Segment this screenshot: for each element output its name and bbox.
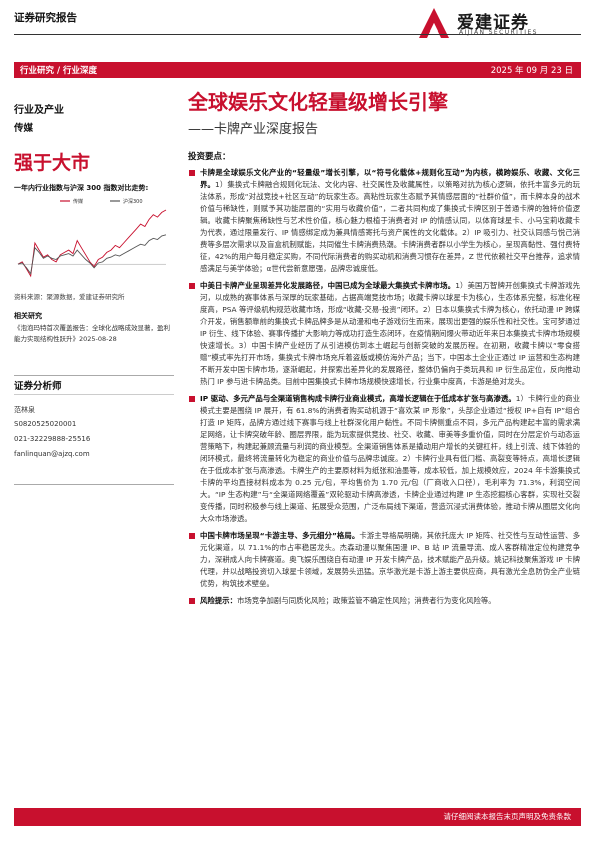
bullet-square-icon <box>189 598 195 604</box>
point-text: 卡游主导格局明确，其依托庞大 IP 矩阵、社交性与互动性运营、多元化渠道，以 7… <box>200 531 581 588</box>
industry-label: 行业及产业 <box>14 105 64 116</box>
logo-name-cn: 爱建证券 <box>457 13 529 33</box>
bullet-square-icon <box>189 396 195 402</box>
bullet-square-icon <box>189 533 195 539</box>
point-text: 1）美国万智牌开创集换式卡牌游戏先河，以成熟的赛事体系与深厚的玩家基础，占据高端… <box>200 281 580 386</box>
analyst-cert: S0820525020001 <box>14 420 77 428</box>
analyst-divider <box>14 394 174 395</box>
point-lead: 中国卡牌市场呈现“卡游主导、多元细分”格局。 <box>200 531 360 540</box>
analyst-phone: 021-32229888-25516 <box>14 435 91 443</box>
point-lead: 风险提示： <box>200 596 237 605</box>
report-date: 2025 年 09 月 23 日 <box>490 66 573 76</box>
disclaimer-notice[interactable]: 请仔细阅读本报告末页声明及免责条款 <box>443 812 572 821</box>
point-text: 1）集换式卡牌融合规则化玩法、文化内容、社交属性及收藏属性，以策略对抗为核心逻辑… <box>200 180 580 273</box>
point-lead: 卡牌是全球娱乐文化产业的“轻量级”增长引擎，以“符号化载体+规则化互动”为内核，… <box>200 168 580 189</box>
report-main-title: 全球娱乐文化轻量级增长引擎 <box>188 90 448 114</box>
point-item: 风险提示：市场竞争加剧与同质化风险；政策监管不确定性风险；消费者行为变化风险等。 <box>188 595 580 607</box>
point-item: 中国卡牌市场呈现“卡游主导、多元细分”格局。卡游主导格局明确，其依托庞大 IP … <box>188 530 580 590</box>
logo-name-en: AIJIAN SECURITIES <box>459 29 538 36</box>
chart-title: 一年内行业指数与沪深 300 指数对比走势: <box>14 184 149 192</box>
analyst-title: 证券分析师 <box>14 381 62 392</box>
industry-name: 传媒 <box>14 123 34 134</box>
points-title: 投资要点： <box>188 152 231 162</box>
analyst-email[interactable]: fanlinquan@ajzq.com <box>14 450 90 458</box>
point-text: 1）卡牌行业的商业模式主要是围绕 IP 展开，有 61.8%的消费者购买动机源于… <box>200 394 580 523</box>
analyst-box <box>14 375 174 485</box>
report-subtitle: ——卡牌产业深度报告 <box>188 122 319 137</box>
chart-source: 资料来源：聚源数据，爱建证券研究所 <box>14 293 125 301</box>
point-item: 卡牌是全球娱乐文化产业的“轻量级”增长引擎，以“符号化载体+规则化互动”为内核，… <box>188 167 580 275</box>
bullet-square-icon <box>189 283 195 289</box>
header-divider <box>14 34 581 35</box>
breadcrumb: 行业研究 / 行业深度 <box>20 66 98 76</box>
series-line-0 <box>17 209 167 278</box>
index-chart-svg: 传媒 沪深300 <box>17 198 167 278</box>
aijian-logo-icon <box>419 8 449 38</box>
bullet-square-icon <box>189 170 195 176</box>
investment-points: 投资要点： 卡牌是全球娱乐文化产业的“轻量级”增长引擎，以“符号化载体+规则化互… <box>188 150 580 612</box>
point-lead: IP 驱动、多元产品与全渠道销售构成卡牌行业商业模式，高增长逻辑在于低成本扩张与… <box>200 394 516 403</box>
report-type-label: 证券研究报告 <box>14 12 77 24</box>
analyst-name: 范林泉 <box>14 406 35 414</box>
investment-rating: 强于大市 <box>14 152 91 174</box>
point-text: 市场竞争加剧与同质化风险；政策监管不确定性风险；消费者行为变化风险等。 <box>236 596 496 605</box>
point-item: IP 驱动、多元产品与全渠道销售构成卡牌行业商业模式，高增长逻辑在于低成本扩张与… <box>188 393 580 525</box>
legend-label: 沪深300 <box>123 198 143 205</box>
point-item: 中美日卡牌产业呈现差异化发展路径，中国已成为全球最大集换式卡牌市场。1）美国万智… <box>188 280 580 388</box>
related-research-title: 相关研究 <box>14 312 42 320</box>
legend-label: 传媒 <box>73 198 83 205</box>
company-logo: 爱建证券 AIJIAN SECURITIES <box>417 6 577 42</box>
index-comparison-chart: 传媒 沪深300 <box>14 196 170 282</box>
point-lead: 中美日卡牌产业呈现差异化发展路径，中国已成为全球最大集换式卡牌市场。 <box>200 281 456 290</box>
series-line-1 <box>17 234 167 275</box>
related-research-item[interactable]: 《泡泡玛特首次覆盖报告：全球化战略成效显著，盈利能力实现结构性跃升》2025-0… <box>14 324 170 343</box>
category-bar: 行业研究 / 行业深度 2025 年 09 月 23 日 <box>14 62 581 78</box>
footer-bar: 请仔细阅读本报告末页声明及免责条款 <box>14 808 581 826</box>
